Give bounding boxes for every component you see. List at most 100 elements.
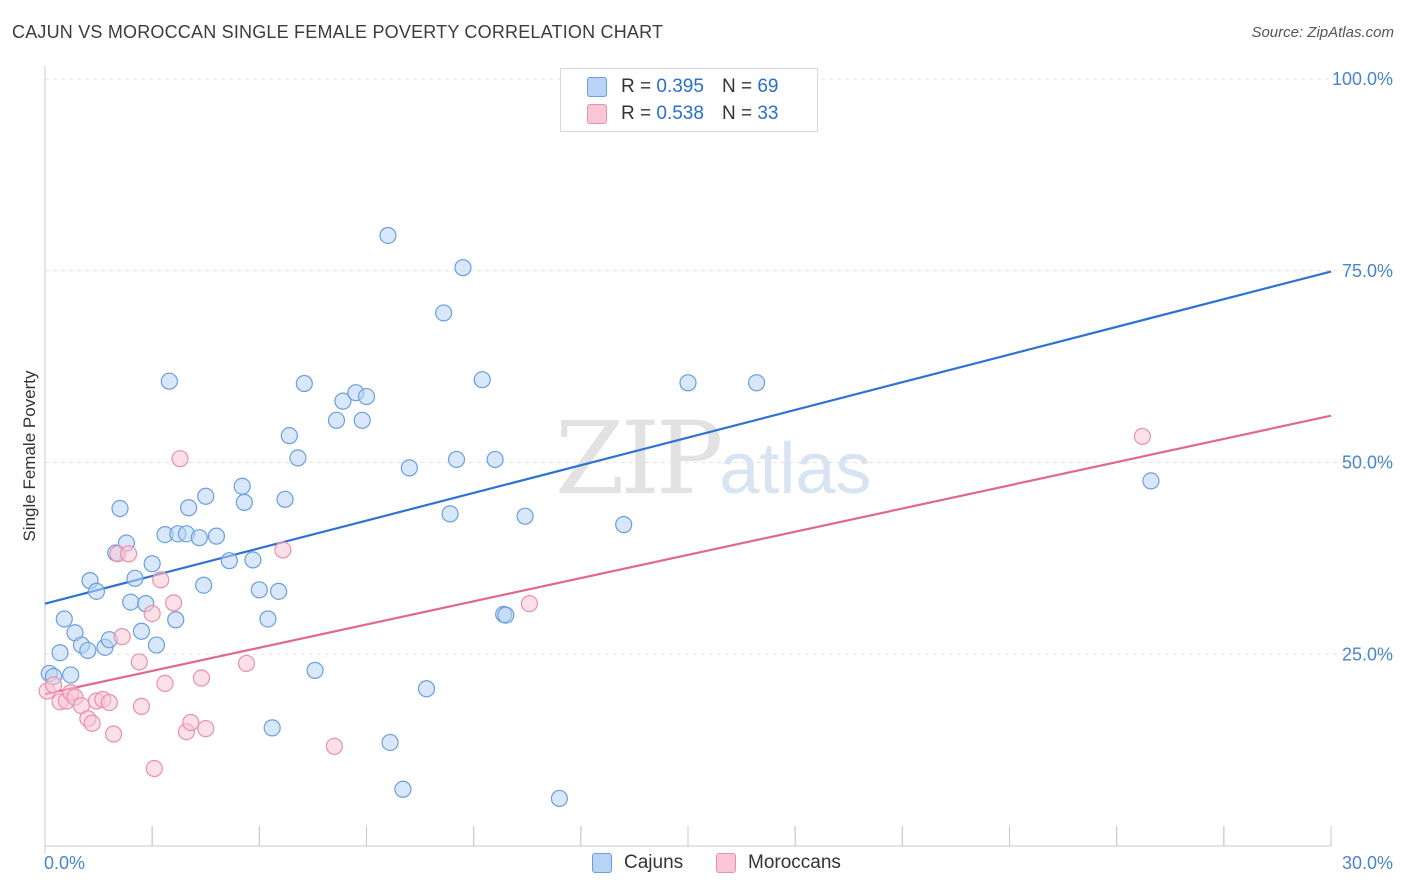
legend-row-moroccans: R = 0.538 N = 33 xyxy=(587,103,778,125)
cajun-point xyxy=(126,569,144,587)
cajun-point xyxy=(87,582,106,600)
cajun-point xyxy=(132,622,151,640)
cajun-point xyxy=(381,733,399,752)
legend-r-label: R = xyxy=(621,103,652,124)
moroccan-point xyxy=(104,725,123,743)
cajun-point xyxy=(394,780,412,798)
cajun-point xyxy=(147,636,166,654)
cajun-point xyxy=(167,611,185,629)
cajun-point xyxy=(143,555,161,573)
y-tick-label: 50.0% xyxy=(1342,453,1393,473)
moroccan-point xyxy=(274,541,292,559)
correlation-legend: R = 0.395 N = 69 R = 0.538 N = 33 xyxy=(560,68,818,132)
moroccan-point xyxy=(325,737,343,755)
legend-r-label: R = xyxy=(621,76,652,97)
moroccan-point xyxy=(182,713,200,732)
cajun-point xyxy=(233,477,251,495)
trend-lines xyxy=(44,270,1332,696)
cajun-point xyxy=(122,593,140,611)
cajun-point xyxy=(160,372,178,390)
moroccan-point xyxy=(132,697,151,716)
cajun-point xyxy=(51,644,69,662)
watermark-atlas: atlas xyxy=(719,429,872,509)
cajun-point xyxy=(111,499,129,518)
cajun-point xyxy=(615,516,633,534)
moroccan-point xyxy=(197,720,215,738)
watermark: ZIPatlas xyxy=(555,400,871,517)
cajun-point xyxy=(441,505,459,523)
cajun-point xyxy=(327,411,346,429)
moroccan-point xyxy=(100,693,118,712)
legend-r-value-moroccans: 0.538 xyxy=(656,103,704,124)
moroccan-point xyxy=(44,676,63,694)
source-label: Source: ZipAtlas.com xyxy=(1251,24,1394,41)
cajun-point xyxy=(473,371,491,389)
chart-title: CAJUN VS MOROCCAN SINGLE FEMALE POVERTY … xyxy=(12,22,664,42)
cajun-point xyxy=(276,490,294,508)
moroccan-point xyxy=(83,714,101,732)
cajun-point xyxy=(417,680,436,698)
cajun-point xyxy=(497,606,515,624)
gridlines xyxy=(45,78,1392,655)
cajun-point xyxy=(197,487,215,505)
cajun-point xyxy=(289,449,307,467)
legend-swatch-moroccans xyxy=(587,104,607,124)
cajun-point xyxy=(353,411,371,429)
cajun-point xyxy=(263,719,281,737)
bottom-legend-label-moroccans: Moroccans xyxy=(748,852,841,873)
moroccan-point xyxy=(145,759,163,778)
cajun-point xyxy=(259,610,277,628)
bottom-legend-moroccans: Moroccans xyxy=(716,852,841,874)
cajun-point xyxy=(747,374,766,392)
cajun-point xyxy=(250,581,268,599)
axes xyxy=(44,66,1332,854)
cajun-point xyxy=(447,450,466,469)
cajun-point xyxy=(334,392,352,410)
bottom-legend-label-cajuns: Cajuns xyxy=(624,852,684,873)
moroccan-point xyxy=(130,653,148,671)
moroccan-point xyxy=(520,595,538,613)
moroccan-point xyxy=(171,450,189,468)
moroccan-point xyxy=(192,669,211,687)
cajun-point xyxy=(516,507,534,525)
cajun-point xyxy=(62,666,80,684)
moroccan-point xyxy=(152,571,170,589)
legend-n-label: N = xyxy=(721,103,753,124)
cajun-point xyxy=(220,552,238,570)
x-tick-label: 30.0% xyxy=(1342,853,1393,873)
cajun-point xyxy=(244,551,262,569)
cajun-point xyxy=(486,450,504,469)
moroccan-point xyxy=(165,594,183,612)
legend-n-value-cajuns: 69 xyxy=(757,76,779,97)
cajun-trend-line xyxy=(44,270,1332,605)
moroccan-point xyxy=(156,674,174,692)
cajun-point xyxy=(190,529,208,547)
cajun-point xyxy=(270,582,288,600)
legend-n-label: N = xyxy=(721,76,753,97)
legend-n-value-moroccans: 33 xyxy=(757,103,779,124)
data-points xyxy=(38,71,1160,808)
moroccan-point xyxy=(143,604,161,623)
legend-swatch-cajuns xyxy=(587,77,607,97)
cajun-point xyxy=(379,226,397,245)
y-tick-label: 75.0% xyxy=(1342,261,1393,281)
legend-row-cajuns: R = 0.395 N = 69 xyxy=(587,76,778,98)
cajun-point xyxy=(306,661,324,679)
cajun-point xyxy=(280,427,298,445)
cajun-point xyxy=(235,493,253,511)
cajun-point xyxy=(454,259,472,277)
moroccan-point xyxy=(237,654,256,673)
moroccan-point xyxy=(119,545,138,563)
moroccan-point xyxy=(1133,427,1151,446)
legend-r-value-cajuns: 0.395 xyxy=(656,76,704,97)
cajun-point xyxy=(295,374,313,393)
cajun-point xyxy=(400,459,418,477)
tick-labels: 25.0% 50.0% 75.0% 100.0% 0.0% 30.0% xyxy=(44,69,1393,873)
cajun-point xyxy=(679,374,697,392)
bottom-legend-cajuns: Cajuns xyxy=(592,852,683,874)
bottom-legend-swatch-cajuns xyxy=(592,853,612,873)
moroccan-trend-line xyxy=(44,414,1332,696)
watermark-zip: ZIP xyxy=(555,400,723,517)
y-tick-label: 100.0% xyxy=(1332,69,1393,89)
bottom-legend-swatch-moroccans xyxy=(716,853,736,873)
